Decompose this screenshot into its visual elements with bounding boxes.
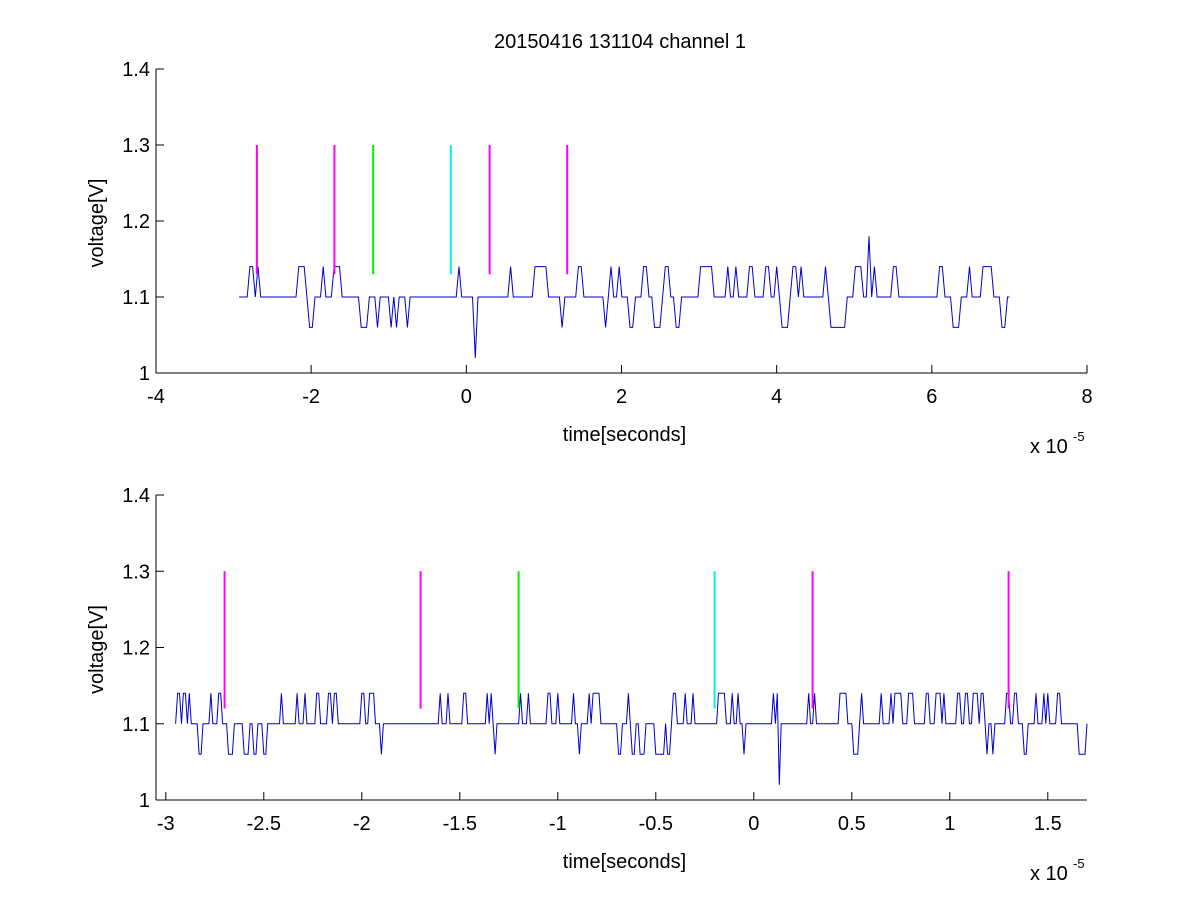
x-exponent-label: x 10 [1030,863,1068,885]
x-axis-label: time[seconds] [563,851,686,873]
y-tick-label: 1.3 [122,561,150,583]
x-tick-label: 2 [616,386,627,408]
x-exponent-value: -5 [1073,856,1085,871]
x-tick-label: 1.5 [1034,813,1062,835]
x-tick-label: 4 [771,386,782,408]
x-axis-label: time[seconds] [563,424,686,446]
y-axis-label: voltage[V] [86,605,108,694]
x-tick-label: -1 [549,813,567,835]
x-tick-label: 8 [1081,386,1092,408]
y-tick-label: 1.3 [122,135,150,157]
figure-title: 20150416 131104 channel 1 [494,31,746,53]
x-tick-label: -0.5 [639,813,673,835]
x-tick-label: -2 [353,813,371,835]
x-exponent-label: x 10 [1030,436,1068,458]
y-tick-label: 1.2 [122,638,150,660]
y-axis-label: voltage[V] [86,179,108,268]
x-exponent-value: -5 [1073,429,1085,444]
y-tick-label: 1.4 [122,485,150,507]
x-tick-label: -1.5 [443,813,477,835]
y-tick-label: 1 [139,363,150,385]
y-tick-label: 1.4 [122,59,150,81]
top-plot-panel: -4 -2 0 2 4 6 8 1 1.1 1.2 1.3 1.4 time[seconds] volta… [86,59,1093,458]
x-tick-label: -2 [302,386,320,408]
y-tick-label: 1.2 [122,211,150,233]
y-tick-label: 1.1 [122,714,150,736]
x-tick-label: 1 [944,813,955,835]
x-tick-label: 0.5 [838,813,866,835]
x-tick-label: 0 [461,386,472,408]
y-tick-label: 1 [139,790,150,812]
voltage-trace [239,236,1010,358]
bottom-plot-panel: -3 -2.5 -2 -1.5 -1 -0.5 0 0.5 1 1.5 1 1.1 1.2 1.3 1.4 t… [86,485,1088,885]
x-tick-label: -4 [147,386,165,408]
x-tick-label: 6 [926,386,937,408]
y-tick-label: 1.1 [122,287,150,309]
voltage-trace [175,692,1088,785]
x-tick-label: -2.5 [247,813,281,835]
x-tick-label: -3 [157,813,175,835]
x-tick-label: 0 [748,813,759,835]
